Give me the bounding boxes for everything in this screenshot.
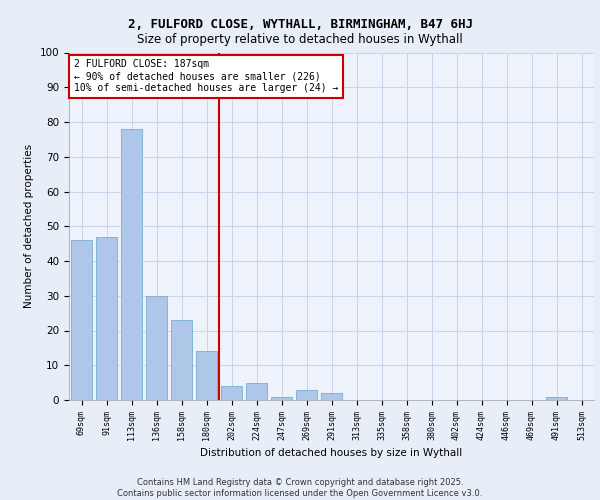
Bar — [96, 236, 117, 400]
Text: Contains HM Land Registry data © Crown copyright and database right 2025.
Contai: Contains HM Land Registry data © Crown c… — [118, 478, 482, 498]
Bar — [121, 129, 142, 400]
Bar — [196, 352, 217, 400]
Bar — [321, 393, 342, 400]
Bar — [546, 396, 567, 400]
Bar — [171, 320, 192, 400]
Text: Size of property relative to detached houses in Wythall: Size of property relative to detached ho… — [137, 32, 463, 46]
Bar — [146, 296, 167, 400]
Bar — [296, 390, 317, 400]
Bar — [271, 396, 292, 400]
Text: 2, FULFORD CLOSE, WYTHALL, BIRMINGHAM, B47 6HJ: 2, FULFORD CLOSE, WYTHALL, BIRMINGHAM, B… — [128, 18, 473, 30]
X-axis label: Distribution of detached houses by size in Wythall: Distribution of detached houses by size … — [200, 448, 463, 458]
Bar — [246, 382, 267, 400]
Bar — [71, 240, 92, 400]
Bar — [221, 386, 242, 400]
Text: 2 FULFORD CLOSE: 187sqm
← 90% of detached houses are smaller (226)
10% of semi-d: 2 FULFORD CLOSE: 187sqm ← 90% of detache… — [74, 60, 338, 92]
Y-axis label: Number of detached properties: Number of detached properties — [24, 144, 34, 308]
